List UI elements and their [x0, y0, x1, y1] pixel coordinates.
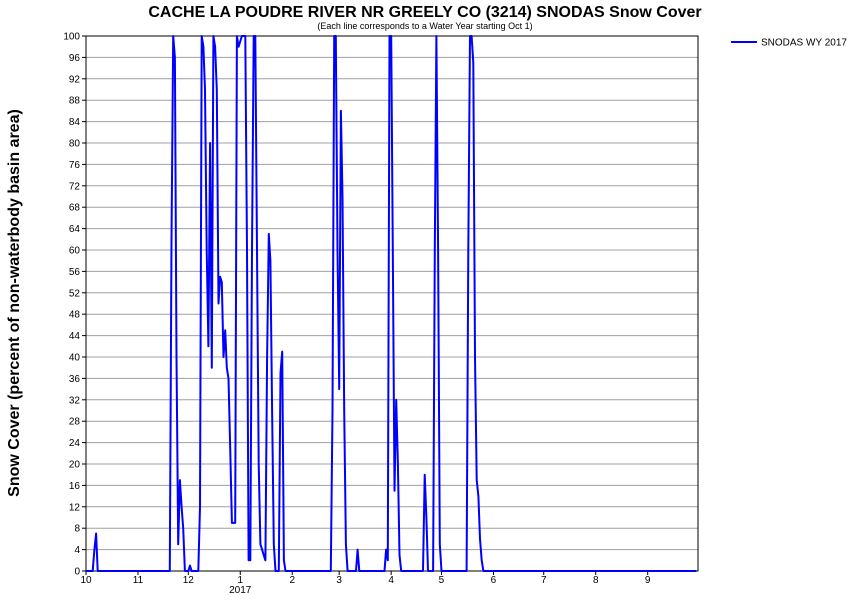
x-tick-label: 7: [541, 575, 547, 586]
y-tick-label: 80: [69, 139, 81, 150]
y-tick-label: 8: [74, 524, 80, 535]
x-tick-label: 8: [593, 575, 599, 586]
y-tick-label: 32: [69, 395, 81, 406]
x-tick-label: 1: [237, 575, 243, 586]
x-year-label: 2017: [229, 585, 252, 596]
y-tick-label: 36: [69, 374, 81, 385]
y-tick-label: 84: [69, 117, 81, 128]
y-tick-label: 24: [69, 438, 81, 449]
y-tick-label: 28: [69, 417, 81, 428]
y-tick-label: 76: [69, 160, 81, 171]
x-tick-label: 4: [388, 575, 394, 586]
y-tick-label: 16: [69, 481, 81, 492]
y-axis-ticks: 0481216202428323640444852566064687276808…: [63, 32, 86, 578]
y-tick-label: 64: [69, 224, 81, 235]
y-tick-label: 44: [69, 331, 81, 342]
y-tick-label: 40: [69, 353, 81, 364]
y-tick-label: 68: [69, 203, 81, 214]
x-tick-label: 2: [289, 575, 295, 586]
y-tick-label: 60: [69, 246, 81, 257]
x-tick-label: 11: [133, 575, 144, 586]
x-tick-label: 10: [80, 575, 92, 586]
y-tick-label: 12: [69, 502, 81, 513]
y-tick-label: 52: [69, 288, 81, 299]
y-tick-label: 92: [69, 74, 81, 85]
x-tick-label: 12: [183, 575, 195, 586]
y-tick-label: 20: [69, 460, 81, 471]
chart-title: CACHE LA POUDRE RIVER NR GREELY CO (3214…: [148, 4, 701, 21]
x-tick-label: 9: [645, 575, 651, 586]
y-tick-label: 0: [74, 567, 80, 578]
y-tick-label: 100: [63, 32, 80, 43]
x-tick-label: 3: [336, 575, 342, 586]
legend-label: SNODAS WY 2017: [761, 38, 847, 49]
y-tick-label: 96: [69, 53, 81, 64]
chart-subtitle: (Each line corresponds to a Water Year s…: [317, 21, 532, 31]
y-tick-label: 48: [69, 310, 81, 321]
legend: SNODAS WY 2017: [731, 38, 847, 49]
x-tick-label: 6: [491, 575, 497, 586]
series-line: [86, 35, 697, 572]
x-tick-label: 5: [439, 575, 445, 586]
y-tick-label: 4: [74, 545, 80, 556]
y-tick-label: 56: [69, 267, 81, 278]
y-axis-label: Snow Cover (percent of non-waterbody bas…: [6, 109, 23, 497]
series-lines: [86, 35, 697, 572]
y-tick-label: 88: [69, 96, 81, 107]
y-tick-label: 72: [69, 181, 81, 192]
